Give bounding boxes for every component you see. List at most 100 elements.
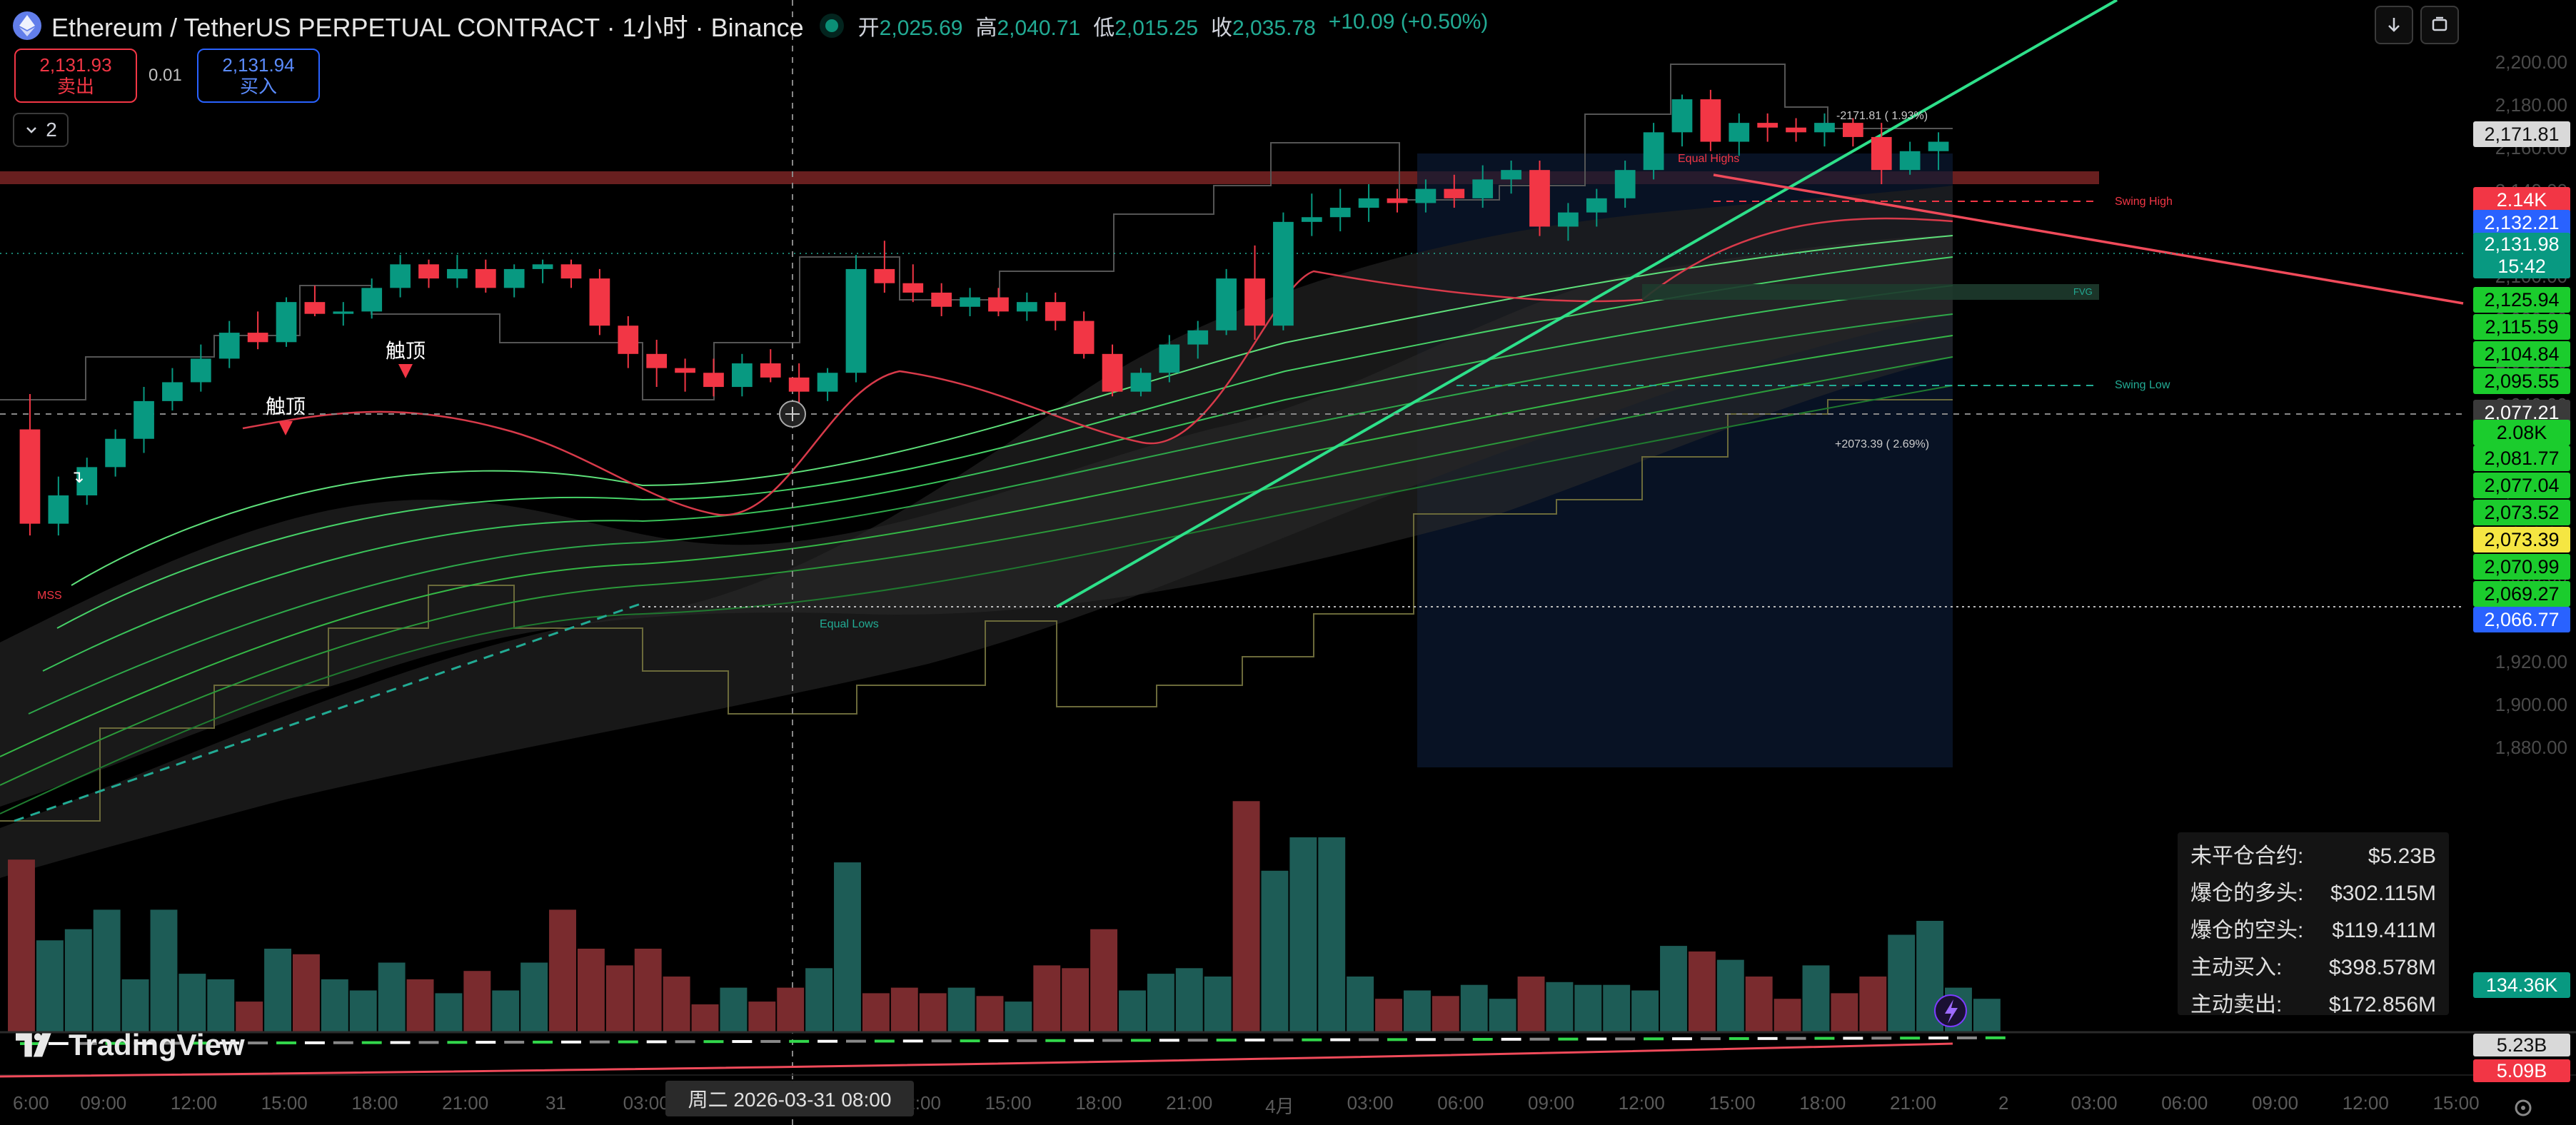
sub-indicator-bar [1187, 1039, 1208, 1042]
volume-bar [264, 949, 292, 1032]
volume-bar [1517, 977, 1545, 1032]
sub-indicator-bar [589, 1040, 610, 1044]
price-label: 2.14K [2473, 187, 2570, 213]
volume-bar [378, 962, 406, 1032]
sub-indicator-bar [817, 1039, 838, 1043]
candle [503, 268, 525, 288]
sub-indicator-bar [703, 1040, 724, 1044]
cursor-icon: ↴ [70, 468, 85, 487]
volume-bar [1005, 1002, 1032, 1032]
candle [646, 353, 668, 368]
candle [1329, 208, 1351, 218]
volume-bar [777, 987, 805, 1032]
price-scale-tick: 1,900.00 [2495, 694, 2567, 715]
sub-indicator-label: 5.09B [2473, 1059, 2570, 1082]
candle [247, 333, 268, 343]
volume-bar [1403, 990, 1431, 1032]
candle [447, 268, 468, 279]
volume-bar [1831, 993, 1858, 1032]
volume-bar [1033, 965, 1061, 1032]
buy-button[interactable]: 2,131.94 买入 [197, 49, 320, 103]
market-open-indicator [825, 19, 838, 32]
lower-measure-label: +2073.39 ( 2.69%) [1835, 438, 1930, 450]
sub-indicator-bar [1985, 1036, 2006, 1039]
volume-bar [1773, 999, 1801, 1032]
time-tick: 21:00 [1890, 1092, 1937, 1114]
time-tick: 6:00 [13, 1092, 49, 1114]
scroll-to-latest-button[interactable] [2375, 6, 2413, 44]
fullscreen-icon [2432, 16, 2447, 31]
volume-bar [1716, 959, 1744, 1032]
volume-bar [1460, 984, 1488, 1032]
sub-indicator-bar [1159, 1039, 1179, 1042]
time-tick: 06:00 [2161, 1092, 2208, 1114]
candle [1387, 198, 1408, 203]
volume-bar [349, 990, 377, 1032]
tradingview-logo[interactable]: TradingView [16, 1028, 245, 1062]
sub-indicator-bar [1786, 1036, 1806, 1040]
volume-bar [178, 974, 206, 1032]
volume-bar [1147, 974, 1174, 1032]
time-tick: 09:00 [80, 1092, 127, 1114]
sub-indicator-bar [1700, 1037, 1721, 1041]
candle [1700, 99, 1721, 142]
volume-bar [947, 987, 975, 1032]
swing-low-label: Swing Low [2115, 379, 2170, 391]
price-label: 2,073.39 [2473, 527, 2570, 553]
sub-indicator-bar [1444, 1038, 1464, 1041]
volume-bar [1603, 984, 1631, 1032]
ohlc-values: 开2,025.69 高2,040.71 低2,015.25 收2,035.78 … [857, 10, 1489, 40]
indicators-toggle-button[interactable]: 2 [13, 113, 69, 147]
price-scale[interactable]: 2,200.002,180.002,160.002,140.002,120.00… [2470, 0, 2576, 1082]
candle [19, 429, 41, 524]
sub-indicator-bar [191, 1041, 211, 1045]
time-tick: 09:00 [2251, 1092, 2299, 1114]
candle [1842, 123, 1863, 137]
candle [1928, 141, 1949, 151]
candle [1244, 278, 1265, 326]
time-tick: 03:00 [2071, 1092, 2118, 1114]
sub-indicator-bar [1586, 1037, 1607, 1041]
time-tick: 18:00 [1075, 1092, 1122, 1114]
info-row: 主动卖出: $172.856M [2190, 993, 2436, 1016]
arrow-down-icon [2388, 18, 2400, 32]
candle [732, 363, 753, 388]
sub-indicator-bar [504, 1041, 525, 1044]
sub-indicator-bar [361, 1041, 382, 1044]
candle [1729, 123, 1750, 142]
time-tick: 15:00 [985, 1092, 1032, 1114]
candle [304, 302, 326, 314]
sub-indicator-bar [390, 1041, 411, 1044]
volume-bar [1489, 999, 1516, 1032]
sub-indicator-bar [1928, 1036, 1949, 1040]
candlestick-series [19, 89, 1949, 536]
volume-bar [1204, 977, 1232, 1032]
time-tick: 06:00 [1437, 1092, 1484, 1114]
volume-bar [1546, 982, 1574, 1032]
info-row: 爆仓的多头: $302.115M [2190, 882, 2436, 905]
sub-indicator-bar [675, 1040, 695, 1044]
sub-indicator-bar [333, 1041, 353, 1044]
candle [1102, 353, 1123, 392]
volume-bar [1375, 999, 1402, 1032]
price-label: 2,125.94 [2473, 287, 2570, 313]
sub-indicator-bar [219, 1041, 240, 1045]
candle [1501, 170, 1521, 180]
sell-button[interactable]: 2,131.93 卖出 [14, 49, 137, 103]
price-label: 2,095.55 [2473, 368, 2570, 394]
volume-bar [577, 949, 605, 1032]
mss-label: MSS [37, 590, 62, 602]
fullscreen-button[interactable] [2420, 6, 2459, 44]
candle [532, 264, 553, 269]
sub-indicator-bar [561, 1040, 581, 1044]
symbol-header[interactable]: Ethereum / TetherUS PERPETUAL CONTRACT ·… [13, 7, 1488, 44]
gear-icon[interactable] [2512, 1096, 2535, 1119]
sub-indicator-line [0, 1042, 1953, 1078]
volume-bar [8, 859, 35, 1032]
time-tick: 15:00 [261, 1092, 308, 1114]
volume-bar [605, 965, 633, 1032]
symbol-title[interactable]: Ethereum / TetherUS PERPETUAL CONTRACT ·… [51, 13, 804, 42]
volume-bar [1261, 870, 1289, 1032]
candle [418, 264, 439, 279]
